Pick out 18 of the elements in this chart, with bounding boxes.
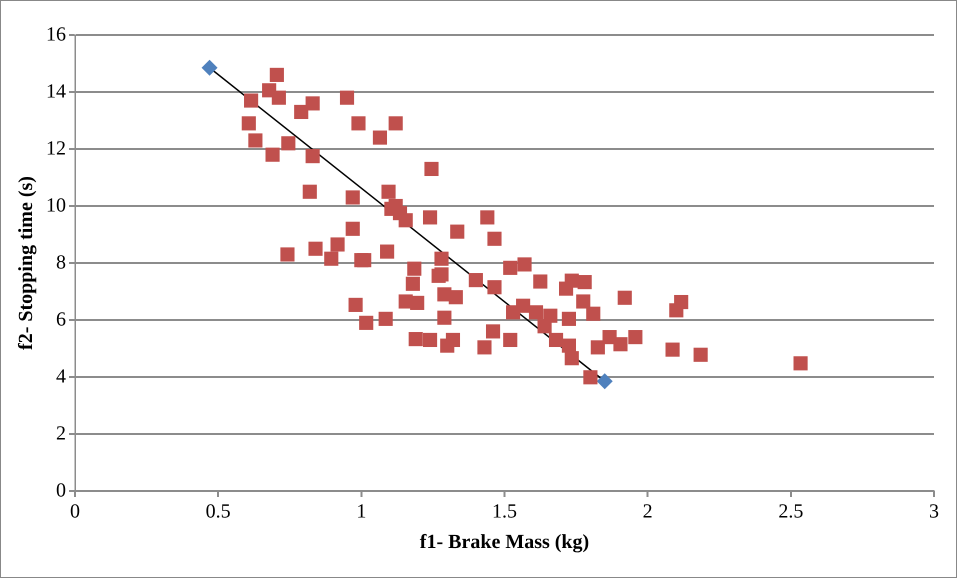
y-tick-label: 0 bbox=[56, 479, 66, 502]
x-tick-label: 1.5 bbox=[492, 500, 517, 522]
y-tick-label: 14 bbox=[46, 80, 66, 102]
x-tick-label: 2.5 bbox=[778, 500, 804, 522]
y-tick-label: 6 bbox=[56, 308, 66, 330]
x-axis-title: f1- Brake Mass (kg) bbox=[420, 531, 590, 554]
y-tick-label: 16 bbox=[46, 23, 66, 46]
x-tick-label: 2 bbox=[642, 500, 653, 522]
x-tick-label: 0 bbox=[70, 500, 80, 522]
y-tick-label: 4 bbox=[56, 365, 66, 388]
x-tick-label: 0.5 bbox=[206, 500, 231, 522]
y-tick-label: 8 bbox=[56, 251, 66, 274]
x-tick-label: 1 bbox=[356, 500, 366, 522]
y-axis-title: f2- Stopping time (s) bbox=[15, 176, 38, 350]
y-tick-label: 12 bbox=[46, 137, 66, 160]
x-tick-label: 3 bbox=[929, 500, 939, 522]
y-tick-label: 2 bbox=[56, 422, 66, 444]
y-tick-label: 10 bbox=[46, 194, 66, 216]
